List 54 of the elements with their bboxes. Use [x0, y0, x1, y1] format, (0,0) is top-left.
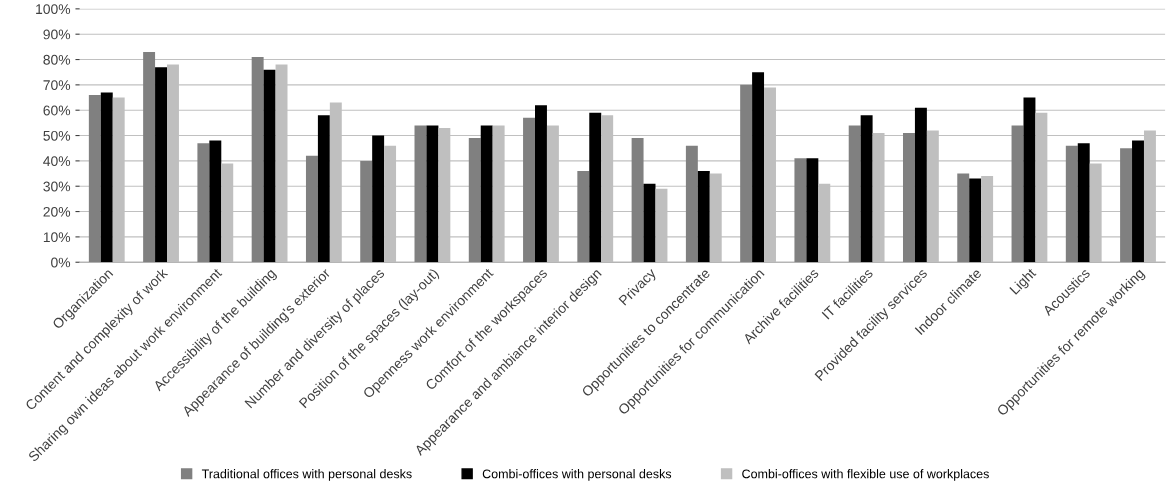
bar: [88, 95, 101, 263]
bar: [752, 72, 765, 263]
bar: [740, 84, 753, 263]
bar: [197, 143, 210, 263]
y-tick-label: 90%: [43, 29, 71, 40]
bar: [685, 145, 698, 263]
y-tick-label: 40%: [43, 156, 71, 167]
bar: [969, 178, 982, 263]
bar: [317, 115, 330, 263]
bar: [251, 57, 264, 263]
bar: [1023, 97, 1036, 263]
bar: [468, 138, 481, 263]
y-tick-label: 30%: [43, 181, 71, 192]
bar: [1077, 143, 1090, 263]
y-tick-label: 60%: [43, 105, 71, 116]
bar: [1132, 140, 1144, 263]
bar: [209, 140, 222, 263]
y-tick-label: 50%: [43, 130, 71, 141]
bar: [1011, 125, 1024, 263]
y-tick-label: 70%: [43, 80, 71, 91]
legend-label: Combi-offices with flexible use of workplaces: [742, 469, 989, 481]
bar: [414, 125, 427, 263]
bar: [263, 69, 276, 263]
legend-label: Combi-offices with personal desks: [482, 469, 672, 481]
bar: [860, 115, 873, 263]
bar: [848, 125, 861, 263]
bar: [535, 105, 547, 263]
bar: [631, 138, 644, 263]
bar: [426, 125, 439, 263]
bar: [143, 51, 156, 263]
y-tick-label: 20%: [43, 206, 71, 217]
y-tick-label: 100%: [36, 4, 71, 15]
bar: [914, 107, 927, 263]
bar: [957, 173, 970, 263]
bar: [806, 158, 819, 263]
bar: [589, 112, 602, 263]
y-tick-label: 80%: [43, 54, 71, 65]
bar: [1065, 145, 1078, 263]
bar: [155, 67, 168, 263]
bar: [643, 183, 656, 263]
legend-label: Traditional offices with personal desks: [201, 469, 412, 481]
bar: [794, 158, 807, 263]
y-tick-label: 0%: [51, 257, 71, 268]
bar: [360, 160, 373, 263]
bar: [1120, 148, 1133, 263]
bar: [100, 92, 113, 263]
bar: [902, 133, 915, 263]
bar: [697, 171, 710, 263]
y-tick-label: 10%: [43, 232, 71, 243]
bar: [523, 117, 535, 263]
bar: [480, 125, 493, 263]
bar: [305, 155, 318, 263]
bar: [372, 135, 385, 263]
bar: [577, 171, 590, 263]
